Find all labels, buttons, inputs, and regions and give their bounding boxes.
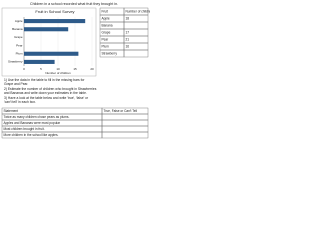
question: 1) Use the data in the table to fill in … (4, 78, 85, 86)
y-tick-label: Apple (15, 19, 23, 23)
table-text: Apple (102, 16, 110, 20)
bar (24, 27, 69, 32)
x-axis-label: Number of children (45, 71, 71, 75)
worksheet: Children in a school recorded what fruit… (0, 0, 150, 150)
x-tick-label: 0 (23, 67, 25, 71)
table-text: Pear (102, 37, 110, 41)
table-text: Strawberry (102, 51, 118, 55)
table-text: 16 (126, 44, 130, 48)
table-header: True, False or Can't Tell (104, 109, 138, 113)
table-header: Statement (4, 109, 19, 113)
table-text: Fruit (102, 9, 108, 13)
question: 3) Have a look at the table below and wr… (4, 96, 89, 104)
bar (24, 59, 55, 64)
table-text: 21 (126, 37, 130, 41)
chart-title: Fruit in School Survey (35, 9, 74, 14)
bar (24, 51, 79, 56)
x-tick-label: 15 (73, 67, 77, 71)
table-text: Apples and Bananas were most popular (4, 121, 61, 125)
table-text: 18 (126, 16, 130, 20)
y-tick-label: Strawberry (8, 60, 23, 64)
y-tick-label: Pear (16, 43, 22, 47)
table-text: Number of children (126, 9, 151, 13)
x-tick-label: 5 (40, 67, 42, 71)
bar (24, 19, 86, 24)
x-tick-label: 20 (90, 67, 94, 71)
table-text: More children in the school like apples. (4, 133, 59, 137)
y-tick-label: Grape (14, 35, 23, 39)
y-tick-label: Banana (12, 27, 23, 31)
table-text: Plum (102, 44, 110, 48)
table-text: 17 (126, 30, 130, 34)
table-text: Grape (102, 30, 111, 34)
table-text: Most children brought in fruit. (4, 127, 45, 131)
heading: Children in a school recorded what fruit… (30, 2, 118, 6)
x-tick-label: 10 (56, 67, 60, 71)
y-tick-label: Plum (16, 52, 23, 56)
table-cell (101, 131, 149, 139)
question: 2) Estimate the number of children who b… (4, 87, 97, 95)
table-cell (123, 49, 149, 58)
table-text: Twice as many children chose pears as pl… (4, 115, 70, 119)
table-text: Banana (102, 23, 113, 27)
